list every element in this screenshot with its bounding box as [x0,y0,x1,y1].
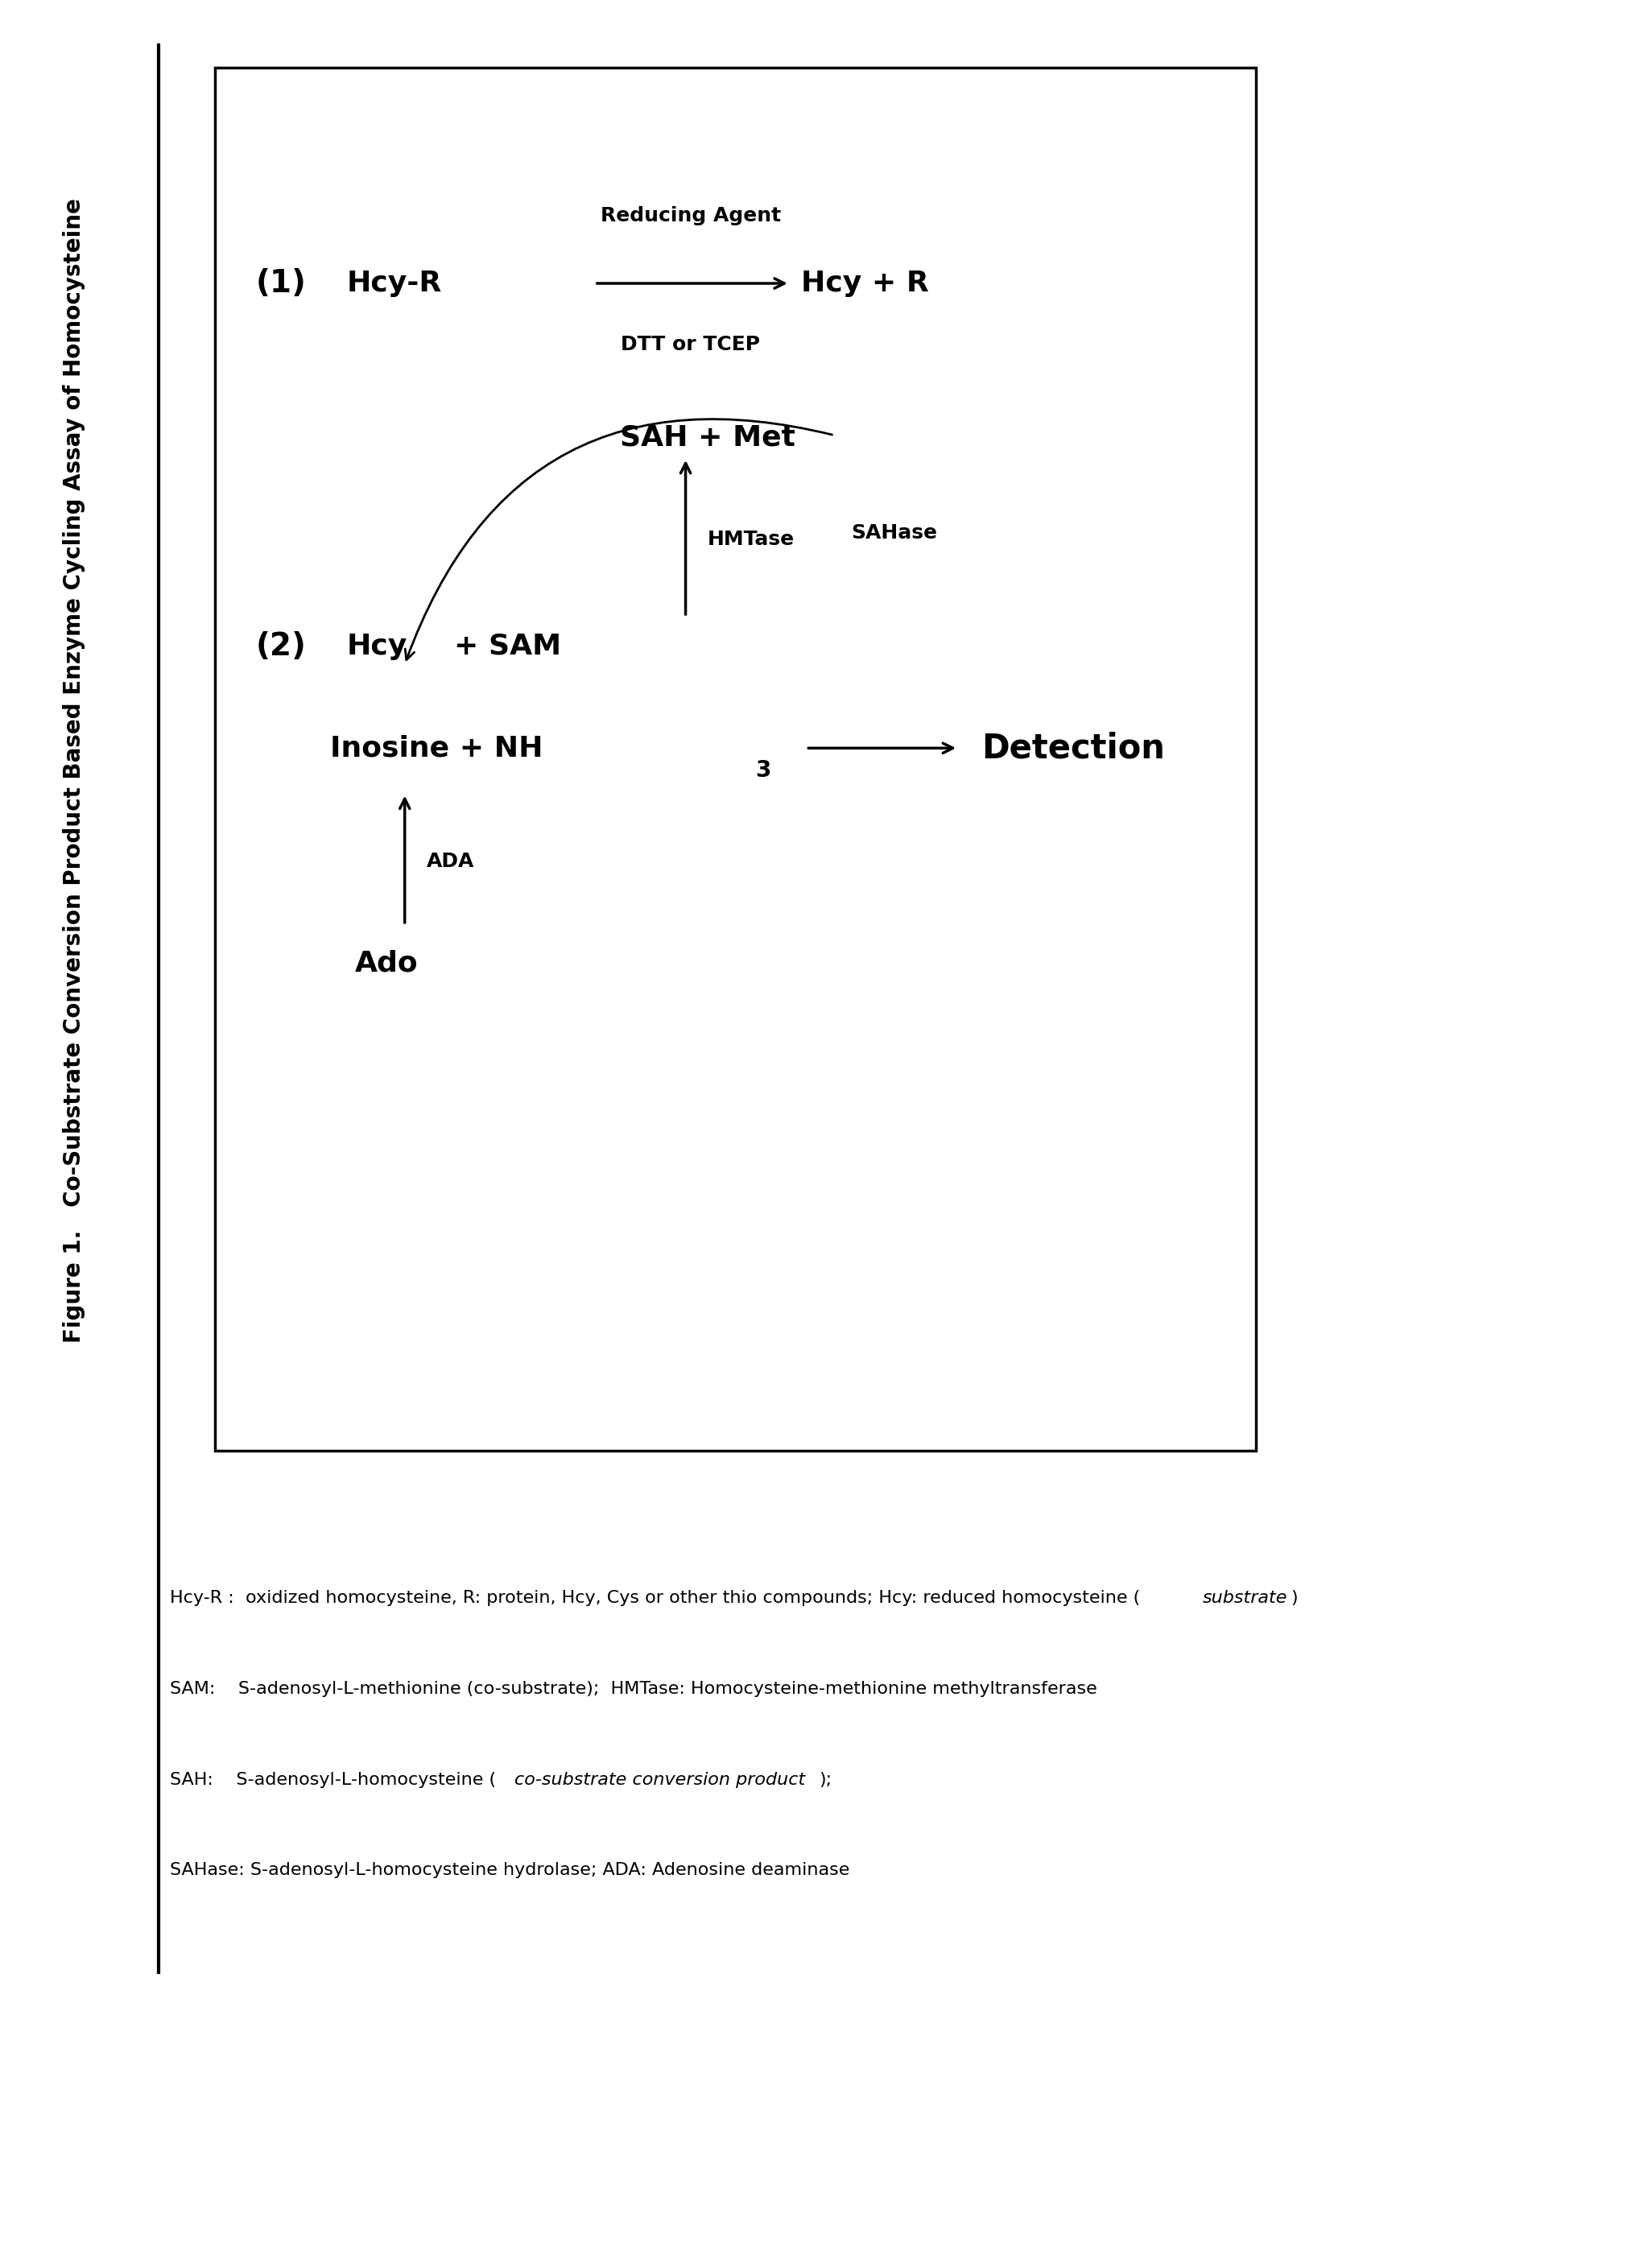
Text: DTT or TCEP: DTT or TCEP [621,336,760,354]
Text: Ado: Ado [355,950,418,977]
Text: + SAM: + SAM [454,632,562,660]
Text: SAH + Met: SAH + Met [620,424,795,451]
Text: SAHase: S-adenosyl-L-homocysteine hydrolase; ADA: Adenosine deaminase: SAHase: S-adenosyl-L-homocysteine hydrol… [170,1861,849,1879]
Text: );: ); [819,1771,833,1789]
Text: (2): (2) [256,630,307,662]
Text: SAH:    S-adenosyl-L-homocysteine (: SAH: S-adenosyl-L-homocysteine ( [170,1771,496,1789]
FancyBboxPatch shape [215,68,1256,1451]
Text: HMTase: HMTase [707,530,795,549]
Text: (1): (1) [256,268,307,299]
Text: SAM:    S-adenosyl-L-methionine (co-substrate);  HMTase: Homocysteine-methionine: SAM: S-adenosyl-L-methionine (co-substra… [170,1680,1097,1698]
Text: Hcy + R: Hcy + R [801,270,928,297]
Text: Reducing Agent: Reducing Agent [600,206,781,224]
Text: Figure 1.   Co-Substrate Conversion Product Based Enzyme Cycling Assay of Homocy: Figure 1. Co-Substrate Conversion Produc… [63,199,86,1342]
Text: substrate: substrate [1203,1589,1287,1607]
Text: Hcy-R :  oxidized homocysteine, R: protein, Hcy, Cys or other thio compounds; Hc: Hcy-R : oxidized homocysteine, R: protei… [170,1589,1140,1607]
Text: Hcy: Hcy [347,632,408,660]
Text: Hcy-R: Hcy-R [347,270,443,297]
Text: co-substrate conversion product: co-substrate conversion product [514,1771,805,1789]
Text: ADA: ADA [426,852,474,871]
Text: SAHase: SAHase [851,524,937,542]
Text: 3: 3 [755,759,770,782]
Text: ): ) [1290,1589,1298,1607]
Text: Inosine + NH: Inosine + NH [330,735,544,762]
Text: Detection: Detection [981,732,1165,764]
